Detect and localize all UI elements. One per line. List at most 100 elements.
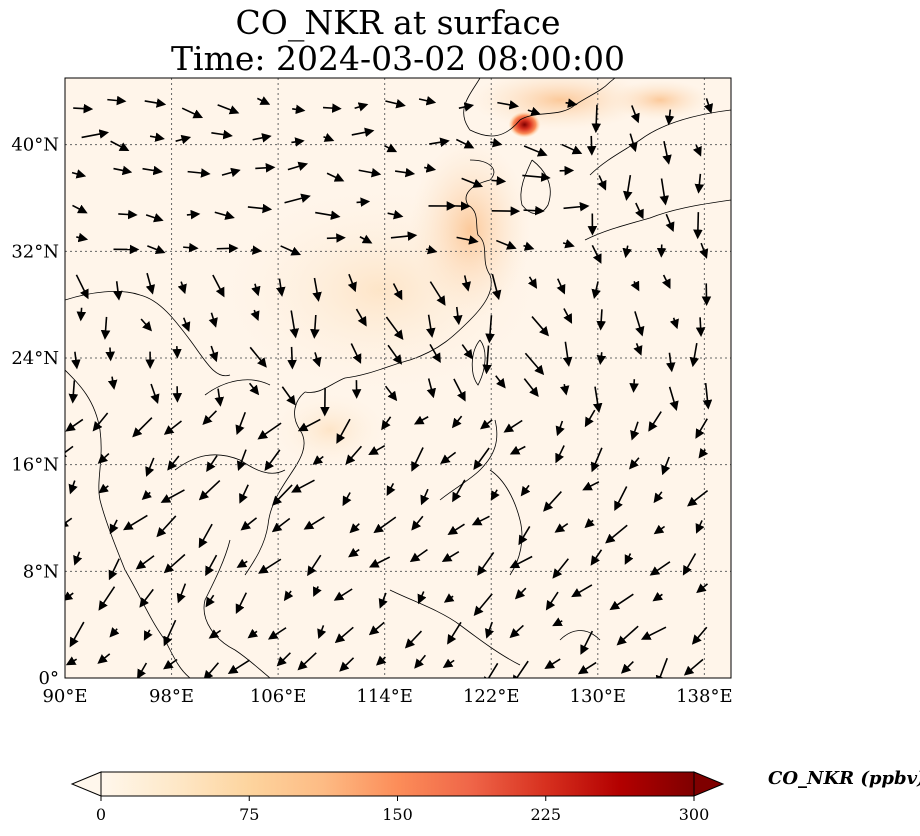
wind-arrow: [584, 518, 595, 529]
wind-arrow: [339, 657, 355, 672]
wind-arrow: [562, 239, 575, 249]
wind-arrow: [387, 344, 403, 365]
wind-arrow: [137, 662, 148, 678]
wind-arrow: [447, 621, 462, 645]
wind-arrow: [141, 490, 153, 501]
wind-arrow: [163, 553, 186, 574]
wind-arrow: [276, 278, 286, 297]
wind-arrow: [160, 489, 185, 503]
wind-arrow: [429, 281, 446, 306]
wind-arrow: [440, 451, 457, 465]
wind-arrow: [387, 209, 404, 220]
wind-arrow: [323, 132, 335, 142]
wind-arrow: [614, 486, 628, 512]
wind-arrow: [135, 555, 155, 570]
wind-arrow: [514, 587, 527, 600]
wind-arrow: [76, 232, 89, 243]
wind-arrow: [354, 102, 369, 112]
wind-arrow: [209, 345, 219, 363]
wind-arrow: [473, 447, 490, 470]
wind-arrow: [461, 344, 473, 360]
wind-arrow: [249, 346, 267, 368]
wind-arrow: [373, 516, 397, 534]
wind-arrow: [92, 412, 109, 432]
wind-arrow: [312, 277, 322, 302]
wind-arrow: [214, 388, 225, 407]
wind-arrow: [495, 375, 506, 389]
wind-arrow: [214, 210, 235, 220]
wind-arrow: [633, 343, 643, 356]
wind-arrow: [334, 626, 354, 644]
wind-arrow: [203, 662, 220, 678]
wind-arrow: [597, 175, 607, 191]
wind-arrow: [649, 561, 671, 576]
wind-arrow: [503, 419, 523, 433]
wind-arrow: [205, 554, 218, 577]
wind-arrow: [105, 347, 115, 362]
wind-arrow: [264, 449, 281, 472]
wind-arrow: [317, 625, 327, 640]
lon-tick-label: 130°E: [570, 686, 627, 707]
wind-arrow: [118, 209, 138, 220]
wind-arrow: [381, 416, 392, 431]
wind-arrow: [113, 281, 123, 301]
lat-tick-label: 8°N: [23, 561, 59, 582]
wind-arrow: [358, 167, 382, 178]
wind-arrow: [291, 137, 305, 147]
wind-arrow: [107, 95, 127, 106]
wind-arrow: [291, 479, 315, 493]
wind-arrow: [596, 352, 607, 366]
wind-arrow: [342, 492, 352, 507]
wind-arrow: [139, 588, 154, 608]
wind-arrow: [527, 106, 541, 116]
wind-arrow: [471, 515, 490, 526]
wind-arrow: [591, 281, 601, 300]
wind-arrow: [384, 385, 398, 402]
wind-arrow: [394, 167, 416, 178]
longitude-axis: 90°E 98°E 106°E 114°E 122°E 130°E 138°E: [42, 686, 732, 707]
wind-arrow: [624, 553, 634, 565]
wind-arrow: [221, 167, 241, 178]
wind-arrow: [629, 379, 639, 393]
wind-arrow: [108, 558, 120, 581]
wind-arrow: [235, 592, 248, 615]
wind-arrow: [65, 656, 78, 666]
wind-arrow: [699, 242, 709, 259]
wind-arrow: [653, 491, 664, 504]
wind-arrow: [68, 480, 78, 495]
wind-arrow: [664, 109, 675, 126]
wind-arrow: [582, 481, 600, 491]
wind-arrow: [552, 558, 569, 579]
wind-arrow: [181, 317, 191, 332]
wind-arrow: [630, 280, 640, 292]
wind-arrow: [247, 203, 273, 214]
wind-arrow: [563, 308, 573, 324]
wind-arrow: [248, 382, 260, 396]
wind-arrow: [592, 386, 603, 413]
wind-arrow: [590, 549, 603, 566]
wind-arrow: [523, 241, 535, 251]
lat-tick-label: 40°N: [11, 135, 59, 156]
wind-arrow: [181, 107, 204, 119]
colorbar-tick-label: 225: [530, 805, 561, 824]
wind-arrow: [186, 209, 201, 220]
wind-arrow: [239, 484, 249, 504]
wind-arrow: [659, 178, 670, 206]
wind-arrow: [413, 415, 429, 425]
wind-arrow: [609, 593, 634, 611]
wind-arrow: [653, 524, 666, 535]
wind-arrow: [150, 383, 160, 404]
wind-arrow: [163, 619, 177, 647]
wind-arrow: [385, 316, 404, 341]
wind-arrow: [206, 455, 218, 473]
wind-arrow: [623, 174, 633, 201]
wind-arrow: [571, 584, 593, 598]
wind-vectors: [65, 95, 714, 678]
wind-arrow: [491, 175, 507, 186]
wind-arrow: [109, 519, 119, 535]
wind-arrow: [409, 548, 428, 563]
wind-arrow: [695, 418, 708, 439]
wind-arrow: [163, 420, 182, 435]
wind-arrow: [142, 165, 163, 176]
